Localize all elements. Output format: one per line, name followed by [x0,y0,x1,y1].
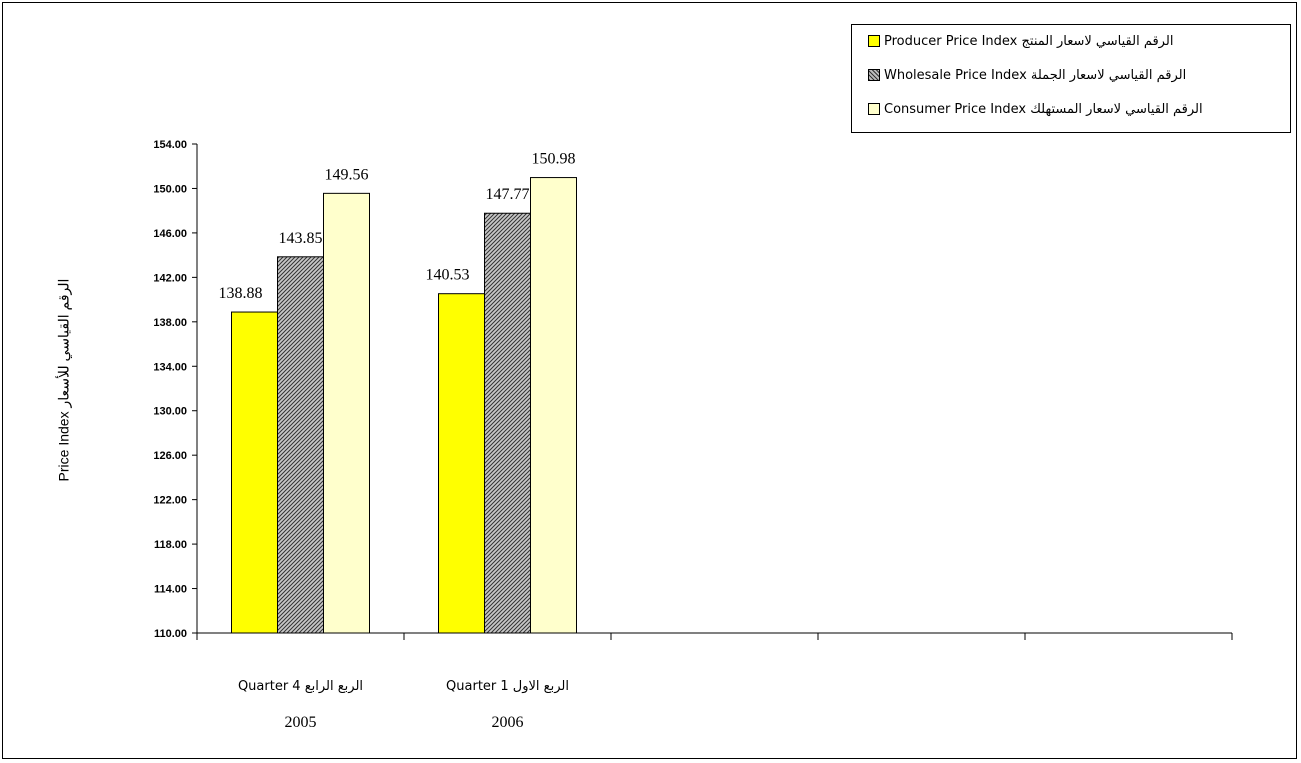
bars [231,177,577,634]
bar-consumer [530,177,577,634]
legend-item-wholesale: Wholesale Price Index الرقم القياسي لاسع… [868,65,1186,85]
data-label: 143.85 [279,230,323,247]
legend: Producer Price Index الرقم القياسي لاسعا… [851,24,1291,133]
y-tick-label: 150.00 [153,183,187,195]
legend-item-producer: Producer Price Index الرقم القياسي لاسعا… [868,31,1173,51]
y-tick-label: 154.00 [153,139,187,151]
bar-wholesale [484,212,531,634]
legend-swatch-consumer [868,103,880,115]
x-category-label: Quarter 1 الربع الاول [446,679,569,694]
y-tick-label: 134.00 [153,361,187,373]
y-tick-label: 142.00 [153,272,187,284]
legend-label-producer: Producer Price Index الرقم القياسي لاسعا… [884,33,1174,49]
x-category-year: 2005 [285,714,317,731]
y-tick-label: 126.00 [153,450,187,462]
y-tick-label: 110.00 [154,628,187,640]
legend-swatch-producer [868,35,880,47]
y-tick-label: 114.00 [154,584,187,596]
y-tick-label: 146.00 [153,228,187,240]
legend-label-wholesale: Wholesale Price Index الرقم القياسي لاسع… [884,67,1187,83]
bar-producer [438,293,485,634]
data-label: 150.98 [532,151,576,168]
legend-item-consumer: Consumer Price Index الرقم القياسي لاسعا… [868,99,1203,119]
y-tick-label: 130.00 [153,406,187,418]
labels: 110.00 114.00 118.00 122.00 126.00 130.00 134.… [153,139,575,731]
bar-consumer [323,192,370,634]
x-category-year: 2006 [492,714,524,731]
y-tick-label: 138.00 [153,317,187,329]
bar-wholesale [277,256,324,634]
data-label: 140.53 [426,267,470,284]
y-tick-label: 122.00 [153,495,187,507]
data-label: 149.56 [325,166,369,183]
y-tick-label: 118.00 [154,539,187,551]
legend-swatch-wholesale [868,69,880,81]
x-category-label: Quarter 4 الربع الرابع [238,679,363,694]
bar-producer [231,311,278,634]
data-label: 138.88 [219,285,263,302]
legend-label-consumer: Consumer Price Index الرقم القياسي لاسعا… [884,101,1203,117]
data-label: 147.77 [486,186,530,203]
